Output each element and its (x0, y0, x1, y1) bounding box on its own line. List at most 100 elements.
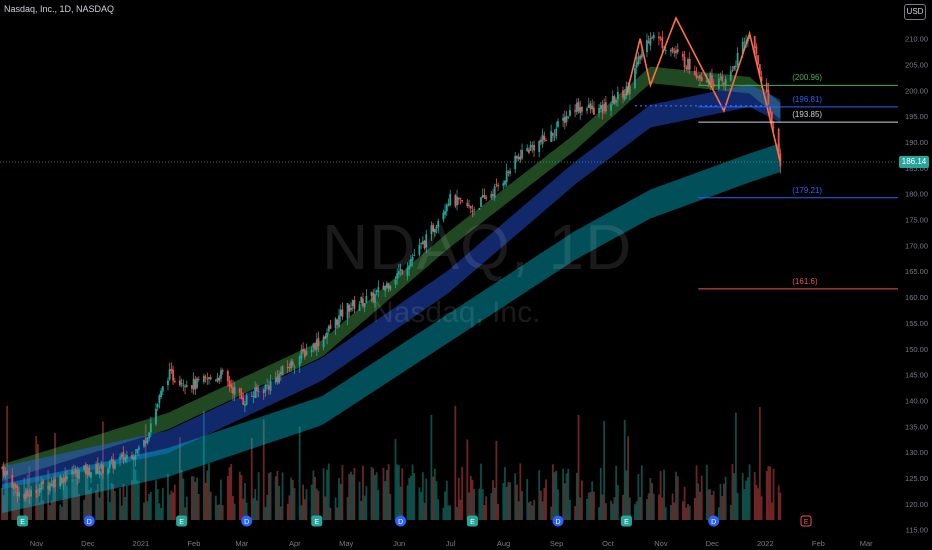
candle-body (504, 180, 506, 185)
candle-body (108, 462, 111, 469)
volume-bar (457, 478, 460, 520)
level-label: (200.96) (792, 73, 823, 83)
volume-bar (14, 492, 17, 520)
volume-bar (184, 507, 186, 520)
candle-body (317, 337, 320, 347)
volume-bar (112, 484, 115, 520)
candle-body (541, 134, 544, 144)
volume-bar (425, 478, 428, 520)
candle-body (543, 136, 546, 140)
candle-body (78, 469, 80, 480)
volume-bar (724, 476, 727, 520)
volume-bar (216, 504, 219, 520)
candle-body (531, 145, 534, 147)
candle-body (490, 194, 493, 199)
candle-body (377, 287, 380, 292)
volume-bar (40, 476, 43, 520)
candle-body (35, 490, 38, 493)
candle-body (673, 51, 676, 53)
price-axis[interactable]: 210.00 205.00 200.00 195.00 190.00 185.00 180.… (905, 35, 928, 535)
candle-body (437, 220, 440, 227)
volume-bar (741, 473, 744, 520)
volume-bar (622, 494, 624, 520)
candle-body (492, 194, 494, 197)
candle-body (755, 46, 758, 55)
volume-bar (62, 484, 65, 520)
volume-bar (327, 463, 330, 520)
candle-body (168, 369, 171, 380)
candle-body (244, 404, 246, 406)
candle-body (360, 296, 363, 304)
volume-bar (144, 424, 147, 520)
candle-body (358, 304, 361, 311)
volume-bar (533, 500, 535, 520)
volume-bar (707, 489, 710, 520)
candle-body (767, 89, 770, 105)
candle-body (348, 305, 351, 312)
candle-body (184, 386, 186, 388)
time-axis[interactable]: Nov Dec 2021 Feb Mar Apr May Jun Jul Aug Sep Oct Nov… (30, 539, 873, 548)
chart-header-title: Nasdaq, Inc., 1D, NASDAQ (4, 4, 115, 14)
candle-body (466, 202, 469, 207)
candle-body (777, 128, 780, 154)
volume-bar (168, 494, 171, 520)
candle-body (254, 387, 257, 398)
level-lines[interactable] (0, 84, 898, 290)
candle-body (114, 461, 116, 469)
volume-bar (490, 493, 493, 520)
volume-bar (676, 476, 679, 520)
volume-bar (255, 500, 258, 520)
currency-button[interactable]: USD (904, 4, 926, 20)
candle-body (172, 369, 174, 381)
event-marker-label: D (711, 519, 716, 526)
candle-body (495, 184, 498, 186)
candle-body (649, 38, 652, 46)
volume-bar (167, 473, 169, 520)
volume-bar (76, 478, 79, 520)
candle-body (143, 439, 145, 447)
volume-bar (185, 496, 188, 520)
volume-bar (326, 469, 328, 520)
candle-body (336, 319, 339, 326)
candle-body (545, 140, 547, 142)
event-marker-label: D (87, 519, 92, 526)
candle-body (144, 440, 147, 443)
candle-body (38, 488, 41, 493)
candle-body (683, 56, 686, 68)
volume-bar (245, 502, 248, 520)
candle-body (593, 107, 595, 115)
volume-bar (64, 467, 67, 520)
volume-bar (681, 501, 684, 520)
volume-bar (423, 502, 426, 520)
candle-body (675, 50, 677, 54)
volume-bar (406, 485, 409, 520)
volume-bar (469, 475, 472, 520)
volume-bar (125, 485, 128, 520)
volume-bar (623, 419, 626, 520)
volume-bar (66, 485, 68, 520)
earnings-marker (620, 515, 632, 527)
price-tick-label: 130.00 (905, 448, 928, 457)
volume-bar (610, 500, 612, 520)
candle-body (76, 469, 79, 478)
level-label: (179.21) (792, 185, 823, 195)
candle-body (52, 480, 55, 488)
volume-bar (83, 499, 86, 520)
volume-bar (699, 491, 701, 520)
pattern-drawing[interactable] (625, 16, 782, 163)
volume-bar (613, 497, 616, 520)
candle-body (102, 464, 104, 474)
candle-body (322, 336, 325, 348)
candle-body (493, 186, 496, 198)
volume-bar (377, 489, 380, 520)
candle-body (445, 205, 448, 212)
price-tick-label: 150.00 (905, 345, 928, 354)
candle-body (14, 484, 17, 488)
volume-bar (557, 489, 559, 520)
candlesticks[interactable] (1, 30, 782, 504)
candle-body (26, 490, 29, 496)
candle-body (327, 326, 330, 332)
time-tick-label: Dec (81, 539, 95, 548)
